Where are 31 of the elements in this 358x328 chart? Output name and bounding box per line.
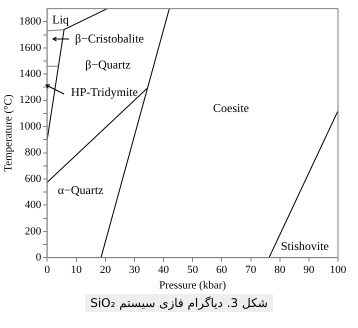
x-tick-label: 100 bbox=[330, 264, 347, 276]
text: شکل 3. دیاگرام فازی سیستم SiO₂ bbox=[85, 294, 273, 312]
x-tick-label: 70 bbox=[245, 264, 257, 276]
y-tick-label: 1400 bbox=[19, 68, 42, 80]
x-tick-label: 30 bbox=[128, 264, 140, 276]
y-tick-label: 1800 bbox=[19, 16, 42, 28]
annotation: Coesite bbox=[212, 100, 249, 115]
y-tick-label: 200 bbox=[24, 225, 42, 238]
x-tick-label: 0 bbox=[44, 264, 50, 276]
annotation: α−Quartz bbox=[58, 182, 104, 197]
y-tick-label: 800 bbox=[24, 146, 42, 159]
x-tick-label: 90 bbox=[303, 264, 315, 276]
y-tick-label: 400 bbox=[24, 199, 42, 212]
x-tick-label: 60 bbox=[216, 264, 228, 276]
x-tick-label: 40 bbox=[158, 264, 170, 276]
y-tick-label: 1000 bbox=[19, 120, 42, 132]
annotation: Stishovite bbox=[280, 238, 329, 253]
x-tick-label: 20 bbox=[100, 264, 112, 276]
y-tick-label: 1600 bbox=[19, 42, 42, 54]
x-tick-label: 80 bbox=[274, 264, 286, 276]
y-tick-label: 0 bbox=[36, 251, 42, 264]
annotation: HP-Tridymite bbox=[71, 84, 138, 99]
y-tick-label: 1200 bbox=[19, 94, 42, 106]
x-tick-label: 10 bbox=[70, 264, 82, 276]
y-axis-title: Temperature (°C) bbox=[2, 94, 14, 172]
y-tick-label: 600 bbox=[24, 172, 42, 185]
annotation: β−Quartz bbox=[85, 57, 131, 72]
annotation: β−Cristobalite bbox=[74, 32, 144, 46]
x-tick-label: 50 bbox=[187, 264, 199, 276]
annotation: Liq bbox=[52, 12, 69, 26]
x-axis-title: Pressure (kbar) bbox=[159, 279, 226, 292]
